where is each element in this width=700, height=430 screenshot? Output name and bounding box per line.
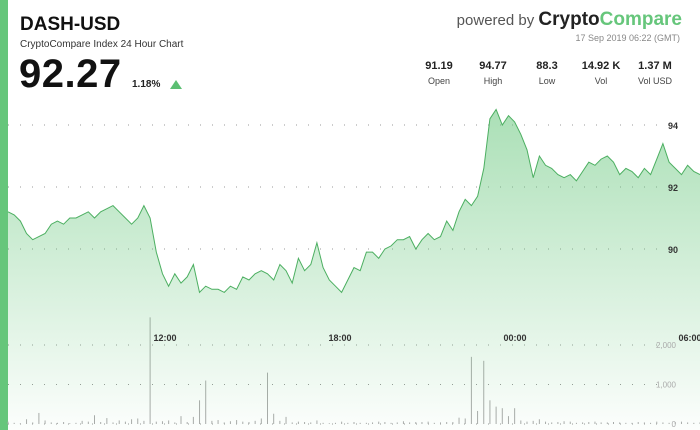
stat-label: Vol: [594, 76, 608, 86]
chart-subtitle: CryptoCompare Index 24 Hour Chart: [20, 39, 184, 50]
stats-row: 91.19 Open 94.77 High 88.3 Low 14.92 K V…: [412, 60, 682, 86]
stat-low: 88.3 Low: [520, 60, 574, 86]
price-line: [7, 108, 700, 294]
volume-tick-label: 2,000: [656, 341, 677, 350]
x-tick-label: 00:00: [503, 333, 526, 343]
stat-label: Low: [538, 76, 556, 86]
stat-vol-usd: 1.37 M Vol USD: [628, 60, 682, 86]
x-tick-label: 12:00: [153, 333, 176, 343]
current-price: 92.27: [19, 52, 122, 96]
stat-label: High: [483, 76, 503, 86]
price-tick-label: 90: [668, 245, 678, 255]
pair-title: DASH-USD: [20, 14, 121, 35]
stat-value: 1.37 M: [638, 60, 672, 72]
branding[interactable]: powered by CryptoCompare: [457, 9, 682, 31]
stat-vol: 14.92 K Vol: [574, 60, 628, 86]
brand-name-part1: Crypto: [538, 9, 600, 30]
price-change: 1.18%: [132, 79, 161, 90]
stat-value: 94.77: [479, 60, 507, 72]
stat-label: Open: [427, 76, 451, 86]
stat-value: 91.19: [425, 60, 453, 72]
stat-label: Vol USD: [637, 76, 672, 86]
price-tick-label: 94: [668, 121, 678, 131]
timestamp: 17 Sep 2019 06:22 (GMT): [575, 33, 680, 43]
triangle-up-icon: [170, 80, 182, 89]
stat-high: 94.77 High: [466, 60, 520, 86]
price-area: [8, 109, 700, 430]
stat-value: 88.3: [536, 60, 558, 72]
brand-name-part2: Compare: [599, 9, 682, 30]
x-tick-label: 18:00: [328, 333, 351, 343]
x-tick-label: 06:00: [678, 333, 700, 343]
stat-open: 91.19 Open: [412, 60, 466, 86]
volume-tick-label: 1,000: [656, 381, 677, 390]
price-tick-label: 92: [668, 183, 678, 193]
stat-value: 14.92 K: [581, 60, 621, 72]
powered-by-text: powered by: [456, 12, 535, 29]
volume-tick-label: 0: [672, 420, 677, 429]
accent-bar: [0, 0, 8, 430]
